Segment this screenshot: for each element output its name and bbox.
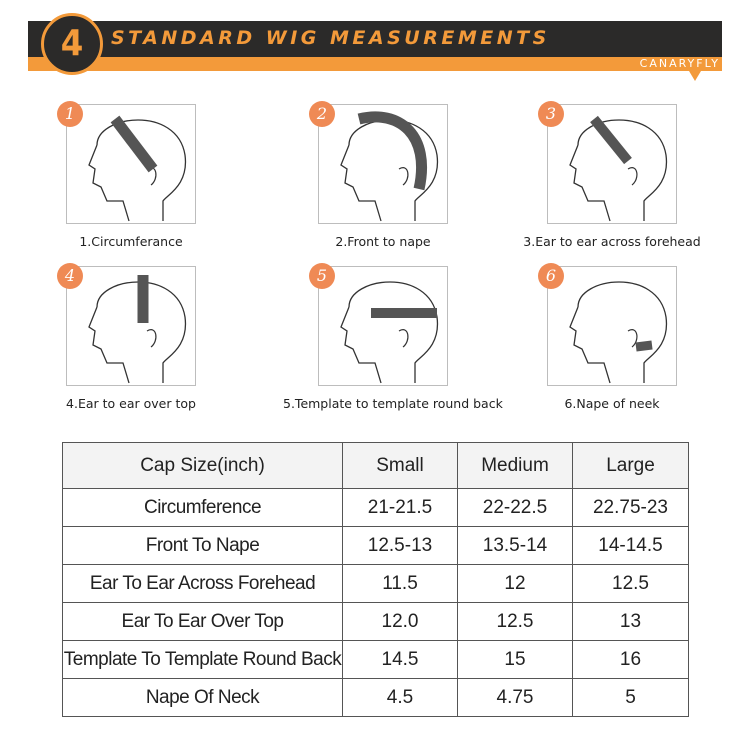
measurement-step: 6 6.Nape of neek: [512, 263, 712, 411]
table-row: Ear To Ear Across Forehead 11.5 12 12.5: [62, 564, 689, 603]
table-row: Circumference 21-21.5 22-22.5 22.75-23: [62, 488, 689, 527]
size-value: 12.5-13: [342, 526, 458, 565]
column-header: Medium: [457, 442, 573, 489]
size-value: 4.75: [457, 678, 573, 717]
row-label: Circumference: [62, 488, 343, 527]
head-measure-icon: [569, 115, 668, 222]
column-header: Small: [342, 442, 458, 489]
head-illustration: 4: [57, 263, 196, 386]
head-measure-icon: [88, 275, 187, 384]
step-number-badge: 1: [57, 101, 83, 127]
step-number-badge: 6: [538, 263, 564, 289]
step-number-badge: 5: [309, 263, 335, 289]
row-label: Ear To Ear Across Forehead: [62, 564, 343, 603]
head-illustration: 3: [538, 101, 677, 224]
size-value: 12: [457, 564, 573, 603]
row-label: Template To Template Round Back: [62, 640, 343, 679]
step-number-badge: 4: [57, 263, 83, 289]
pointer-icon: [689, 71, 701, 81]
size-value: 11.5: [342, 564, 458, 603]
size-value: 16: [572, 640, 689, 679]
measurement-step: 5 5.Template to template round back: [283, 263, 503, 411]
size-value: 14-14.5: [572, 526, 689, 565]
table-row: Template To Template Round Back 14.5 15 16: [62, 640, 689, 679]
measurement-step: 3 3.Ear to ear across forehead: [512, 101, 712, 249]
step-label: 4.Ear to ear over top: [66, 396, 196, 411]
brand-logo: CANARYFLY: [639, 57, 720, 70]
size-value: 5: [572, 678, 689, 717]
size-value: 4.5: [342, 678, 458, 717]
head-measure-icon: [569, 281, 668, 384]
head-illustration: 1: [57, 101, 196, 224]
size-value: 12.5: [457, 602, 573, 641]
size-value: 15: [457, 640, 573, 679]
step-label: 6.Nape of neek: [564, 396, 660, 411]
size-value: 22-22.5: [457, 488, 573, 527]
column-header: Cap Size(inch): [62, 442, 343, 489]
row-label: Ear To Ear Over Top: [62, 602, 343, 641]
section-number-badge: 4: [41, 13, 103, 75]
step-label: 1.Circumferance: [79, 234, 183, 249]
head-illustration: 6: [538, 263, 677, 386]
size-value: 14.5: [342, 640, 458, 679]
row-label: Nape Of Neck: [62, 678, 343, 717]
step-number-badge: 3: [538, 101, 564, 127]
header-stripe: [28, 57, 722, 71]
head-illustration: 5: [309, 263, 448, 386]
header-bar: [28, 21, 722, 57]
size-value: 12.0: [342, 602, 458, 641]
size-value: 22.75-23: [572, 488, 689, 527]
head-measure-icon: [88, 115, 187, 222]
measurement-step: 4 4.Ear to ear over top: [31, 263, 231, 411]
size-table: Cap Size(inch) Small Medium Large Circumfer…: [62, 442, 689, 717]
size-value: 13.5-14: [457, 526, 573, 565]
step-label: 5.Template to template round back: [283, 396, 503, 411]
measurement-step: 1 1.Circumferance: [31, 101, 231, 249]
row-label: Front To Nape: [62, 526, 343, 565]
page-title: STANDARD WIG MEASUREMENTS: [111, 27, 550, 49]
step-label: 2.Front to nape: [335, 234, 431, 249]
step-number-badge: 2: [309, 101, 335, 127]
size-value: 13: [572, 602, 689, 641]
column-header: Large: [572, 442, 689, 489]
table-row: Front To Nape 12.5-13 13.5-14 14-14.5: [62, 526, 689, 565]
size-value: 12.5: [572, 564, 689, 603]
step-label: 3.Ear to ear across forehead: [523, 234, 701, 249]
head-measure-icon: [340, 111, 439, 222]
head-measure-icon: [340, 281, 439, 384]
table-row: Nape Of Neck 4.5 4.75 5: [62, 678, 689, 717]
measurement-step: 2 2.Front to nape: [283, 101, 483, 249]
table-row: Ear To Ear Over Top 12.0 12.5 13: [62, 602, 689, 641]
head-illustration: 2: [309, 101, 448, 224]
size-value: 21-21.5: [342, 488, 458, 527]
